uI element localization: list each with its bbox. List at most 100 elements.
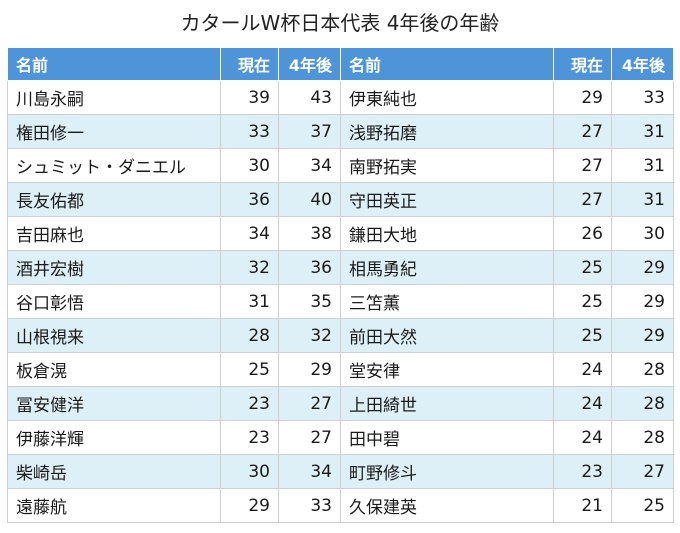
current-age-right: 24 [553, 352, 612, 387]
table-row: 酒井宏樹 32 36 相馬勇紀 25 29 [7, 250, 674, 285]
age-after-4-years-right: 33 [611, 80, 674, 115]
player-name-left: 遠藤航 [7, 488, 221, 523]
current-age-left: 34 [220, 216, 279, 251]
current-age-right: 25 [553, 284, 612, 319]
player-name-right: 鎌田大地 [340, 216, 554, 251]
table-title: カタールW杯日本代表 4年後の年齢 [180, 11, 500, 35]
header-row: 名前 現在 4年後 名前 現在 4年後 [7, 47, 674, 81]
table-row: 谷口彰悟 31 35 三笘薫 25 29 [7, 284, 674, 319]
player-name-left: 酒井宏樹 [7, 250, 221, 285]
age-after-4-years-right: 31 [611, 182, 674, 217]
age-after-4-years-right: 25 [611, 488, 674, 523]
header-current-left: 現在 [220, 47, 279, 81]
header-name-right: 名前 [340, 47, 554, 81]
table-body: 川島永嗣 39 43 伊東純也 29 33 権田修一 33 37 浅野拓磨 27 31 シュミット・ダニ… [7, 80, 674, 523]
player-name-right: 久保建英 [340, 488, 554, 523]
player-name-right: 町野修斗 [340, 454, 554, 489]
age-after-4-years-right: 31 [611, 148, 674, 183]
current-age-left: 29 [220, 488, 279, 523]
age-after-4-years-left: 27 [278, 386, 341, 421]
player-name-right: 浅野拓磨 [340, 114, 554, 149]
current-age-right: 27 [553, 148, 612, 183]
age-after-4-years-right: 28 [611, 420, 674, 455]
age-after-4-years-left: 35 [278, 284, 341, 319]
age-after-4-years-left: 36 [278, 250, 341, 285]
header-after4-right: 4年後 [611, 47, 674, 81]
header-current-right: 現在 [553, 47, 612, 81]
age-after-4-years-left: 32 [278, 318, 341, 353]
table-row: シュミット・ダニエル 30 34 南野拓実 27 31 [7, 148, 674, 183]
age-after-4-years-right: 27 [611, 454, 674, 489]
current-age-right: 27 [553, 114, 612, 149]
age-after-4-years-right: 30 [611, 216, 674, 251]
current-age-left: 25 [220, 352, 279, 387]
current-age-left: 30 [220, 454, 279, 489]
table-row: 吉田麻也 34 38 鎌田大地 26 30 [7, 216, 674, 251]
age-after-4-years-left: 40 [278, 182, 341, 217]
player-name-left: 山根視来 [7, 318, 221, 353]
current-age-left: 39 [220, 80, 279, 115]
table-row: 長友佑都 36 40 守田英正 27 31 [7, 182, 674, 217]
current-age-left: 31 [220, 284, 279, 319]
age-after-4-years-left: 33 [278, 488, 341, 523]
current-age-right: 25 [553, 250, 612, 285]
current-age-right: 25 [553, 318, 612, 353]
table-row: 遠藤航 29 33 久保建英 21 25 [7, 488, 674, 523]
age-after-4-years-right: 31 [611, 114, 674, 149]
age-after-4-years-left: 34 [278, 454, 341, 489]
player-name-left: 川島永嗣 [7, 80, 221, 115]
table-row: 板倉滉 25 29 堂安律 24 28 [7, 352, 674, 387]
current-age-right: 24 [553, 420, 612, 455]
table-row: 権田修一 33 37 浅野拓磨 27 31 [7, 114, 674, 149]
age-after-4-years-right: 28 [611, 352, 674, 387]
current-age-right: 26 [553, 216, 612, 251]
age-table: 名前 現在 4年後 名前 現在 4年後 川島永嗣 39 43 伊東純也 29 33 権田修一… [7, 47, 674, 523]
current-age-left: 33 [220, 114, 279, 149]
current-age-right: 24 [553, 386, 612, 421]
player-name-left: 権田修一 [7, 114, 221, 149]
current-age-left: 32 [220, 250, 279, 285]
current-age-left: 23 [220, 420, 279, 455]
player-name-right: 相馬勇紀 [340, 250, 554, 285]
table-row: 冨安健洋 23 27 上田綺世 24 28 [7, 386, 674, 421]
age-after-4-years-right: 28 [611, 386, 674, 421]
player-name-right: 三笘薫 [340, 284, 554, 319]
age-after-4-years-right: 29 [611, 284, 674, 319]
age-after-4-years-left: 27 [278, 420, 341, 455]
player-name-left: 冨安健洋 [7, 386, 221, 421]
age-after-4-years-left: 37 [278, 114, 341, 149]
player-name-right: 前田大然 [340, 318, 554, 353]
table-row: 山根視来 28 32 前田大然 25 29 [7, 318, 674, 353]
table-row: 柴崎岳 30 34 町野修斗 23 27 [7, 454, 674, 489]
player-name-left: 長友佑都 [7, 182, 221, 217]
player-name-right: 南野拓実 [340, 148, 554, 183]
current-age-left: 36 [220, 182, 279, 217]
player-name-right: 田中碧 [340, 420, 554, 455]
player-name-right: 伊東純也 [340, 80, 554, 115]
current-age-left: 23 [220, 386, 279, 421]
header-after4-left: 4年後 [278, 47, 341, 81]
player-name-left: 柴崎岳 [7, 454, 221, 489]
player-name-left: 谷口彰悟 [7, 284, 221, 319]
header-name-left: 名前 [7, 47, 221, 81]
current-age-left: 28 [220, 318, 279, 353]
player-name-left: シュミット・ダニエル [7, 148, 221, 183]
age-after-4-years-left: 34 [278, 148, 341, 183]
current-age-right: 27 [553, 182, 612, 217]
player-name-right: 上田綺世 [340, 386, 554, 421]
current-age-right: 23 [553, 454, 612, 489]
age-after-4-years-left: 38 [278, 216, 341, 251]
player-name-right: 堂安律 [340, 352, 554, 387]
table-row: 伊藤洋輝 23 27 田中碧 24 28 [7, 420, 674, 455]
player-name-left: 板倉滉 [7, 352, 221, 387]
table-row: 川島永嗣 39 43 伊東純也 29 33 [7, 80, 674, 115]
player-name-left: 伊藤洋輝 [7, 420, 221, 455]
current-age-left: 30 [220, 148, 279, 183]
current-age-right: 29 [553, 80, 612, 115]
age-after-4-years-right: 29 [611, 250, 674, 285]
age-after-4-years-right: 29 [611, 318, 674, 353]
player-name-left: 吉田麻也 [7, 216, 221, 251]
age-after-4-years-left: 29 [278, 352, 341, 387]
age-after-4-years-left: 43 [278, 80, 341, 115]
current-age-right: 21 [553, 488, 612, 523]
